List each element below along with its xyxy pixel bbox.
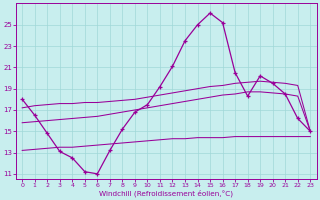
X-axis label: Windchill (Refroidissement éolien,°C): Windchill (Refroidissement éolien,°C) xyxy=(99,189,233,197)
